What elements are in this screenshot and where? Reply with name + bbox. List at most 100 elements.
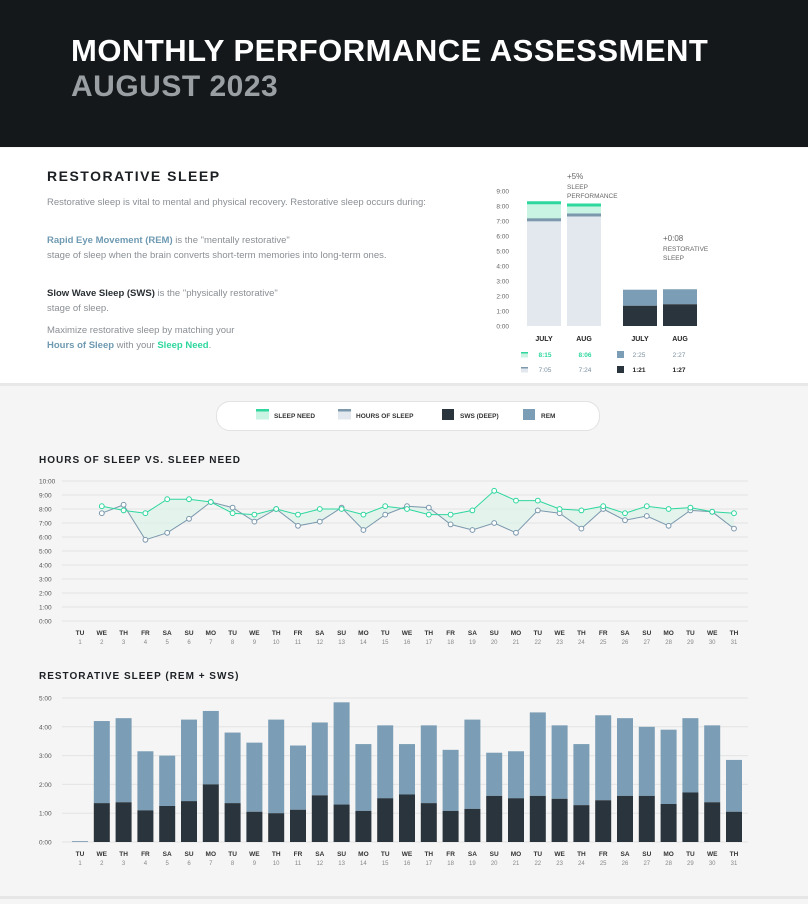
rem-bar: [464, 719, 481, 809]
line-xtick-day: MO: [206, 630, 216, 637]
line-xtick-date: 29: [687, 640, 694, 646]
rem-bar: [442, 749, 459, 811]
line-ytick: 7:00: [39, 521, 52, 528]
tip-line-1: Maximize restorative sleep by matching y…: [47, 325, 235, 336]
line-xtick-day: SU: [337, 630, 346, 637]
rem-bar: [486, 752, 503, 796]
line-gap-area: [101, 490, 735, 540]
bar-xtick-date: 18: [447, 861, 454, 867]
bar-xtick-day: WE: [554, 851, 565, 858]
hours-of-sleep-point: [316, 518, 323, 525]
bar-xtick-day: TU: [228, 851, 237, 858]
line-xtick-day: TU: [228, 630, 237, 637]
bar-xtick-day: TU: [686, 851, 695, 858]
summary-need-marker: [527, 201, 561, 205]
sws-bar: [420, 803, 437, 842]
sleep-need-point: [469, 507, 476, 514]
bar-ytick: 1:00: [39, 811, 52, 818]
line-xtick-date: 15: [382, 640, 389, 646]
summary-sws-value: 1:27: [672, 367, 685, 374]
bar-ytick: 2:00: [39, 782, 52, 789]
legend-hours-label: HOURS OF SLEEP: [356, 413, 414, 420]
legend-sws-icon: [442, 409, 454, 420]
hours-of-sleep-point: [164, 529, 171, 536]
summary-need-value: 8:06: [578, 352, 591, 359]
sleep-need-point: [556, 506, 563, 512]
tip-end: .: [208, 340, 212, 351]
legend-hours-icon: [338, 411, 351, 420]
bar-ytick: 3:00: [39, 753, 52, 760]
line-xtick-day: WE: [402, 630, 413, 637]
rem-bar: [508, 751, 524, 799]
bar-xtick-day: FR: [599, 851, 608, 858]
sws-bar: [181, 801, 197, 842]
sleep-need-point: [665, 506, 672, 512]
sleep-need-point: [382, 503, 389, 510]
sleep-need-point: [98, 503, 105, 510]
tip-hours: Hours of Sleep: [47, 340, 115, 351]
line-xtick-date: 13: [338, 640, 345, 646]
sws-bar: [246, 811, 263, 842]
sws-bar: [660, 803, 677, 842]
line-ytick: 1:00: [39, 605, 52, 612]
line-xtick-day: SA: [163, 630, 172, 637]
line-xtick-day: TH: [272, 630, 281, 637]
hours-of-sleep-point: [425, 504, 432, 511]
hours-of-sleep-point: [382, 511, 389, 518]
hours-of-sleep-point: [447, 521, 454, 528]
rem-bar: [159, 755, 176, 806]
bar-xtick-date: 8: [231, 861, 235, 867]
bar-xtick-day: TU: [76, 851, 85, 858]
line-ytick: 2:00: [39, 591, 52, 598]
rem-bar: [224, 732, 241, 804]
restorative-intro: Restorative sleep is vital to mental and…: [47, 197, 426, 208]
sleep-need-point: [731, 510, 737, 517]
bar-xtick-date: 11: [295, 861, 302, 867]
bar-xtick-day: WE: [707, 851, 718, 858]
line-xtick-day: MO: [663, 630, 673, 637]
hours-of-sleep-point: [469, 527, 476, 533]
line-xtick-day: SA: [468, 630, 477, 637]
line-xtick-date: 8: [231, 640, 235, 646]
line-xtick-date: 11: [295, 640, 302, 646]
bar-chart-title: RESTORATIVE SLEEP (REM + SWS): [39, 671, 240, 682]
bar-xtick-date: 24: [578, 861, 585, 867]
line-ytick: 4:00: [39, 563, 52, 570]
restorative-gain-label: RESTORATIVE: [663, 246, 709, 253]
chart-legend: [216, 401, 600, 431]
hours-of-sleep-point: [731, 525, 737, 532]
line-xtick-date: 24: [578, 640, 585, 646]
hours-of-sleep-point: [578, 525, 585, 532]
bar-xtick-day: SU: [642, 851, 651, 858]
sws-bar: [93, 803, 110, 842]
summary-ytick: 2:00: [496, 294, 509, 301]
legend-need-icon: [256, 409, 269, 412]
sleep-need-point: [643, 503, 650, 510]
line-xtick-date: 19: [469, 640, 476, 646]
line-chart-title: HOURS OF SLEEP VS. SLEEP NEED: [39, 455, 242, 466]
sws-bar: [464, 808, 481, 842]
rem-bar: [377, 725, 394, 799]
summary-ytick: 8:00: [496, 204, 509, 211]
bar-xtick-date: 19: [469, 861, 476, 867]
line-xtick-date: 5: [166, 640, 170, 646]
bar-xtick-date: 25: [600, 861, 607, 867]
header-banner: MONTHLY PERFORMANCE ASSESSMENT AUGUST 20…: [0, 0, 808, 147]
rem-bar: [529, 712, 546, 796]
section-divider: [0, 383, 808, 386]
hours-of-sleep-line: [101, 501, 735, 541]
rem-bar: [290, 745, 306, 810]
bar-xtick-day: TH: [272, 851, 281, 858]
rem-bar: [246, 742, 263, 812]
bar-xtick-day: SA: [468, 851, 477, 858]
rem-bar: [115, 718, 132, 803]
bar-xtick-date: 23: [556, 861, 563, 867]
summary-hours-marker: [527, 218, 561, 222]
sws-bar: [551, 798, 568, 842]
rem-bar: [355, 744, 372, 811]
bar-xtick-date: 22: [534, 861, 541, 867]
bar-xtick-day: MO: [358, 851, 368, 858]
line-xtick-date: 28: [665, 640, 672, 646]
rem-bar: [137, 751, 154, 811]
summary-category-label: AUG: [576, 336, 592, 343]
